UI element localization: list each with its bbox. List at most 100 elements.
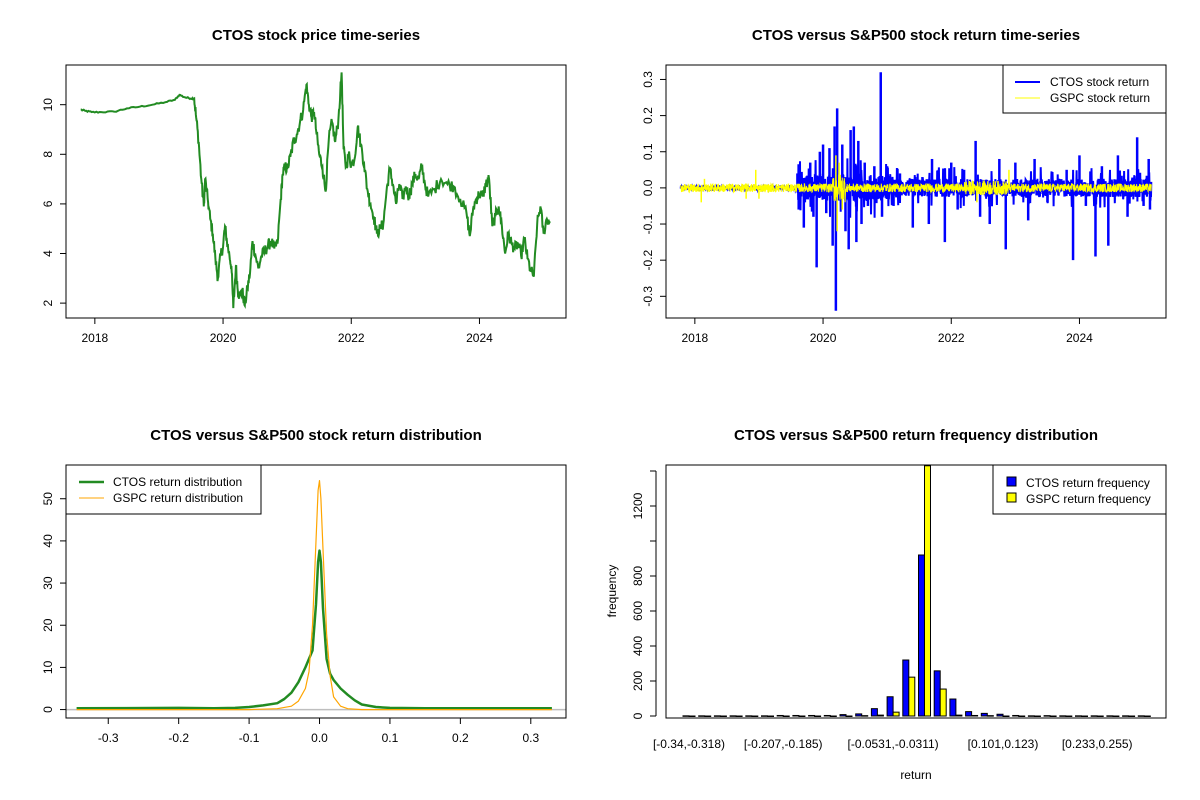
ctos-bar bbox=[1043, 715, 1051, 717]
density-x-tick-label: 0.2 bbox=[452, 731, 469, 745]
return-timeseries-plot bbox=[679, 72, 1153, 311]
price-line bbox=[80, 72, 551, 310]
histogram-frame bbox=[665, 464, 1167, 719]
return-ts-y-tick-label: -0.2 bbox=[641, 250, 655, 271]
price-y-tick-label: 6 bbox=[41, 200, 55, 207]
ctos-bar bbox=[1027, 715, 1035, 717]
ctos-bar bbox=[713, 715, 721, 717]
price-y-tick-label: 10 bbox=[41, 98, 55, 112]
price-chart-plot bbox=[80, 72, 551, 310]
density-x-tick-label: 0.0 bbox=[311, 731, 328, 745]
histogram-legend: CTOS return frequency GSPC return freque… bbox=[992, 464, 1167, 515]
ctos-bar bbox=[823, 714, 831, 717]
ctos-bar bbox=[855, 713, 863, 717]
histogram-y-tick-label: 800 bbox=[631, 566, 645, 586]
legend-box bbox=[65, 464, 262, 515]
gspc-bar bbox=[876, 714, 884, 717]
ctos-bar bbox=[949, 698, 957, 717]
price-chart-x-axis: 2018 2020 2022 2024 bbox=[81, 317, 493, 345]
price-x-tick-label: 2018 bbox=[81, 331, 108, 345]
legend-box bbox=[992, 464, 1167, 515]
density-x-axis: -0.3 -0.2 -0.1 0.0 0.1 0.2 0.3 bbox=[98, 717, 539, 745]
histogram-y-tick-label: 400 bbox=[631, 636, 645, 656]
ctos-bar bbox=[682, 715, 690, 717]
return-timeseries-panel: CTOS versus S&P500 stock return time-ser… bbox=[641, 27, 1167, 345]
density-title: CTOS versus S&P500 stock return distribu… bbox=[150, 427, 481, 444]
gspc-return-line bbox=[680, 174, 1152, 203]
gspc-bar bbox=[971, 714, 979, 717]
density-y-tick-label: 10 bbox=[41, 660, 55, 674]
gspc-bar bbox=[939, 688, 947, 717]
density-legend: CTOS return distribution GSPC return dis… bbox=[65, 464, 262, 515]
density-y-axis: 0 10 20 30 40 50 bbox=[41, 492, 67, 713]
ctos-bar bbox=[1137, 715, 1145, 717]
density-y-tick-label: 40 bbox=[41, 534, 55, 548]
return-ts-y-tick-label: 0.3 bbox=[641, 71, 655, 88]
ctos-bar bbox=[918, 554, 925, 717]
gspc-bar bbox=[955, 714, 963, 717]
return-ts-y-tick-label: -0.3 bbox=[641, 286, 655, 307]
price-y-tick-label: 2 bbox=[41, 299, 55, 306]
ctos-bar bbox=[902, 659, 910, 717]
return-ts-x-tick-label: 2018 bbox=[681, 331, 708, 345]
histogram-y-tick-label: 0 bbox=[631, 712, 645, 719]
return-ts-y-tick-label: -0.1 bbox=[641, 213, 655, 234]
histogram-y-label: frequency bbox=[605, 565, 619, 618]
gspc-density-line bbox=[76, 480, 552, 711]
density-panel: CTOS versus S&P500 stock return distribu… bbox=[41, 427, 567, 745]
gspc-bar bbox=[1049, 715, 1057, 717]
ctos-bar bbox=[761, 715, 768, 717]
histogram-x-tick-label: [-0.207,-0.185) bbox=[744, 737, 823, 751]
ctos-bar bbox=[776, 714, 784, 717]
gspc-bar bbox=[924, 465, 931, 717]
histogram-y-axis: 0 200 400 600 800 1200 bbox=[631, 470, 657, 719]
ctos-bar bbox=[965, 711, 973, 717]
gspc-bar bbox=[1018, 715, 1026, 717]
gspc-bar bbox=[1096, 715, 1104, 717]
gspc-bar bbox=[845, 715, 853, 717]
histogram-y-tick-label: 1200 bbox=[631, 492, 645, 519]
density-y-tick-label: 30 bbox=[41, 576, 55, 590]
price-chart-panel: CTOS stock price time-series 2018 2020 202… bbox=[41, 27, 567, 345]
histogram-plot bbox=[682, 465, 1151, 717]
legend-ctos-label: CTOS stock return bbox=[1050, 75, 1149, 89]
histogram-x-tick-label: [-0.34,-0.318) bbox=[653, 737, 725, 751]
gspc-bar bbox=[861, 715, 869, 717]
density-y-tick-label: 0 bbox=[41, 706, 55, 713]
gspc-bar bbox=[782, 715, 790, 717]
legend-gspc-label: GSPC return frequency bbox=[1026, 492, 1151, 506]
price-chart-y-axis: 2 4 6 8 10 bbox=[41, 98, 67, 306]
ctos-bar bbox=[886, 696, 894, 717]
return-ts-x-tick-label: 2024 bbox=[1066, 331, 1093, 345]
ctos-bar bbox=[808, 714, 816, 717]
price-y-tick-label: 8 bbox=[41, 151, 55, 158]
gspc-bar bbox=[1128, 715, 1136, 717]
ctos-bar bbox=[1122, 715, 1130, 717]
return-timeseries-title: CTOS versus S&P500 stock return time-ser… bbox=[752, 27, 1080, 44]
legend-box bbox=[1002, 64, 1167, 114]
ctos-bar bbox=[980, 712, 988, 717]
gspc-bar bbox=[767, 715, 774, 717]
histogram-title: CTOS versus S&P500 return frequency dist… bbox=[734, 427, 1098, 444]
histogram-x-axis: [-0.34,-0.318) [-0.207,-0.185) [-0.0531,-0… bbox=[653, 737, 1133, 751]
density-y-tick-label: 50 bbox=[41, 492, 55, 506]
gspc-bar bbox=[798, 715, 806, 717]
ctos-bar bbox=[792, 714, 800, 717]
histogram-x-tick-label: [-0.0531,-0.0311) bbox=[848, 737, 939, 751]
density-x-tick-label: 0.1 bbox=[382, 731, 399, 745]
density-y-tick-label: 20 bbox=[41, 618, 55, 632]
density-x-tick-label: -0.3 bbox=[98, 731, 119, 745]
ctos-bar bbox=[729, 715, 737, 717]
ctos-bar bbox=[933, 670, 941, 717]
gspc-bar bbox=[751, 715, 759, 717]
density-plot bbox=[66, 480, 566, 711]
return-timeseries-legend: CTOS stock return GSPC stock return bbox=[1002, 64, 1167, 114]
histogram-y-tick-label: 200 bbox=[631, 671, 645, 691]
gspc-bar bbox=[1081, 715, 1088, 717]
histogram-x-label: return bbox=[900, 768, 931, 782]
legend-gspc-swatch bbox=[1006, 492, 1017, 503]
legend-ctos-label: CTOS return frequency bbox=[1026, 476, 1150, 490]
ctos-bar bbox=[1075, 715, 1082, 717]
ctos-bar bbox=[698, 715, 706, 717]
density-x-tick-label: -0.2 bbox=[168, 731, 189, 745]
